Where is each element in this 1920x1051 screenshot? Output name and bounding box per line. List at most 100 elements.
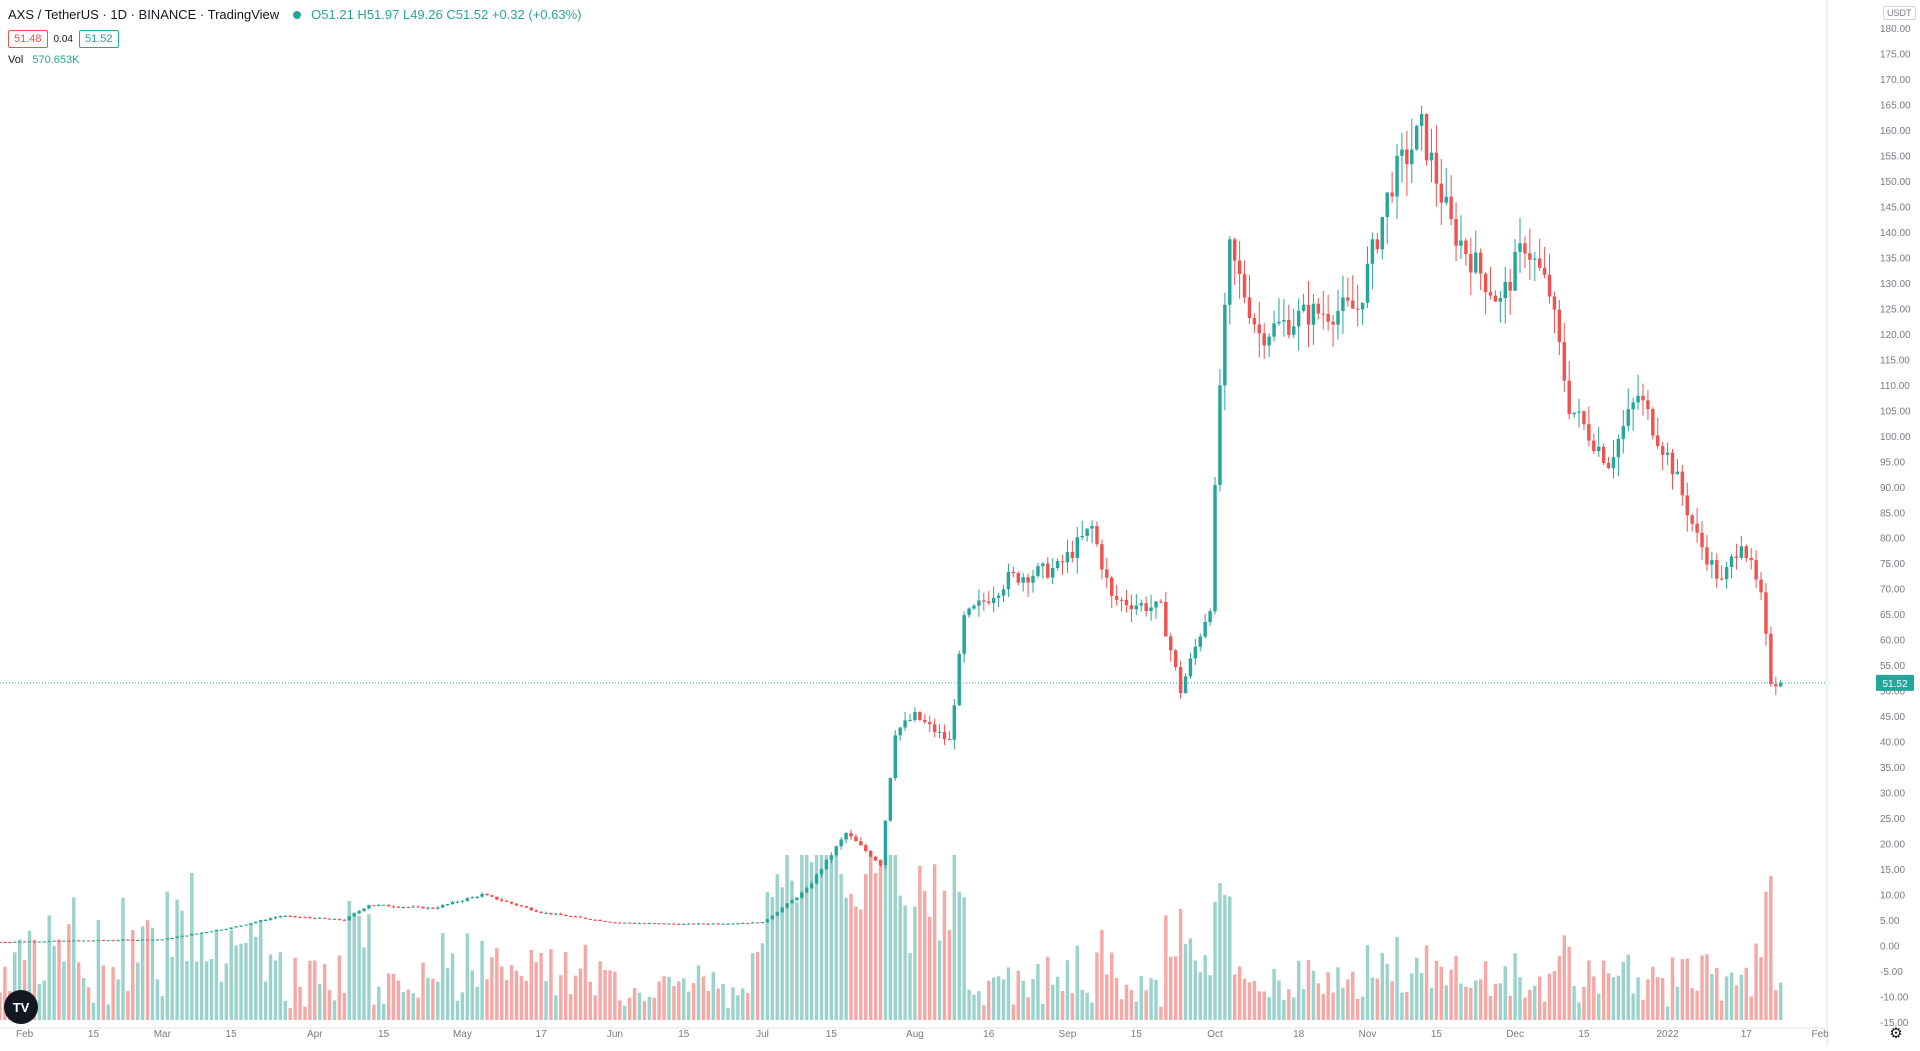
candle-body (1405, 149, 1409, 165)
candle-body (1754, 560, 1758, 580)
volume-bar (190, 872, 194, 1020)
volume-bar (834, 855, 838, 1020)
x-tick-label: Mar (154, 1029, 172, 1040)
candle-body (632, 922, 637, 924)
volume-bar (318, 983, 322, 1020)
gear-icon[interactable]: ⚙ (1889, 1025, 1903, 1042)
volume-bar (1557, 955, 1562, 1020)
candle-body (1036, 566, 1040, 576)
volume-bar (947, 929, 952, 1020)
volume-bar (918, 865, 922, 1020)
volume-bar (652, 997, 656, 1020)
volume-bar (1400, 992, 1404, 1020)
candle-body (1444, 196, 1448, 203)
volume-bar (1744, 967, 1749, 1020)
volume-bar (1055, 976, 1060, 1020)
volume-bar (155, 979, 160, 1020)
candle-body (1011, 571, 1016, 574)
candle-body (534, 910, 538, 912)
y-tick-label: -15.00 (1880, 1018, 1909, 1029)
volume-bar (1198, 972, 1202, 1020)
candle-body (303, 917, 307, 919)
candle-body (982, 600, 986, 602)
candle-body (1518, 243, 1522, 252)
candle-body (1331, 321, 1335, 325)
volume-bar (17, 939, 22, 1020)
candle-body (1424, 113, 1429, 161)
last-price-badge (1876, 674, 1914, 691)
volume-bar (1537, 976, 1542, 1020)
volume-bar (1287, 989, 1291, 1020)
y-tick-label: -5.00 (1880, 967, 1903, 978)
volume-bar (86, 987, 91, 1020)
market-status-dot (293, 11, 302, 19)
candle-body (1159, 601, 1163, 603)
candle-body (1464, 240, 1468, 254)
candle-body (1616, 438, 1621, 458)
volume-bar (1464, 986, 1468, 1020)
volume-bar (42, 980, 46, 1020)
candle-body (1449, 196, 1453, 219)
chart-legend: AXS / TetherUS · 1D · BINANCE · TradingV… (8, 6, 581, 24)
candle-body (362, 908, 366, 912)
volume-bar (1341, 987, 1345, 1020)
candle-body (1173, 650, 1178, 668)
volume-bar (1498, 983, 1503, 1020)
candle-body (1621, 426, 1626, 439)
volume-bar (101, 965, 106, 1020)
candle-body (401, 906, 406, 908)
candle-body (1641, 395, 1645, 401)
volume-bar (1149, 978, 1153, 1020)
candle-body (17, 941, 22, 943)
candle-body (1719, 578, 1724, 580)
volume-bar (1085, 992, 1089, 1020)
volume-bar (1572, 986, 1576, 1020)
candle-body (1134, 605, 1139, 610)
volume-bar (1601, 960, 1606, 1020)
volume-bar (800, 855, 804, 1020)
volume-bar (273, 960, 278, 1020)
candle-body (175, 936, 179, 939)
candle-body (1355, 308, 1360, 310)
y-tick-label: 175.00 (1880, 49, 1911, 60)
candle-body (711, 923, 715, 925)
volume-bar (22, 959, 27, 1020)
candle-body (1656, 435, 1660, 447)
volume-bar (1390, 981, 1394, 1020)
tradingview-logo[interactable]: TV (4, 990, 38, 1024)
volume-bar (165, 891, 169, 1020)
candle-body (244, 924, 248, 926)
bid-price[interactable]: 51.48 (8, 30, 48, 48)
candle-body (578, 916, 583, 918)
candle-body (1050, 568, 1055, 578)
volume-bar (283, 1000, 288, 1020)
candle-body (1705, 547, 1709, 565)
candle-body (1439, 183, 1444, 203)
x-tick-label: Oct (1207, 1029, 1223, 1040)
candle-body (1296, 310, 1301, 327)
volume-bar (278, 952, 283, 1020)
candle-body (116, 940, 120, 942)
candle-body (396, 906, 401, 908)
volume-bar (1154, 979, 1158, 1020)
volume-bar (1080, 989, 1084, 1020)
candle-body (1075, 537, 1080, 558)
candle-body (1724, 567, 1729, 580)
currency-unit-badge[interactable]: USDT (1883, 6, 1916, 20)
x-tick-label: 15 (1131, 1029, 1143, 1040)
candle-body (293, 915, 297, 917)
volume-bar (367, 914, 371, 1020)
volume-bar (244, 942, 248, 1020)
volume-bar (504, 980, 509, 1020)
candle-body (613, 922, 617, 924)
candle-body (219, 929, 224, 931)
volume-bar (509, 964, 514, 1020)
ask-price[interactable]: 51.52 (79, 30, 119, 48)
volume-bar (1021, 980, 1025, 1020)
symbol-title[interactable]: AXS / TetherUS · 1D · BINANCE · TradingV… (8, 7, 280, 22)
volume-bar (1503, 966, 1507, 1020)
candle-body (1385, 192, 1389, 218)
candle-body (563, 915, 568, 917)
